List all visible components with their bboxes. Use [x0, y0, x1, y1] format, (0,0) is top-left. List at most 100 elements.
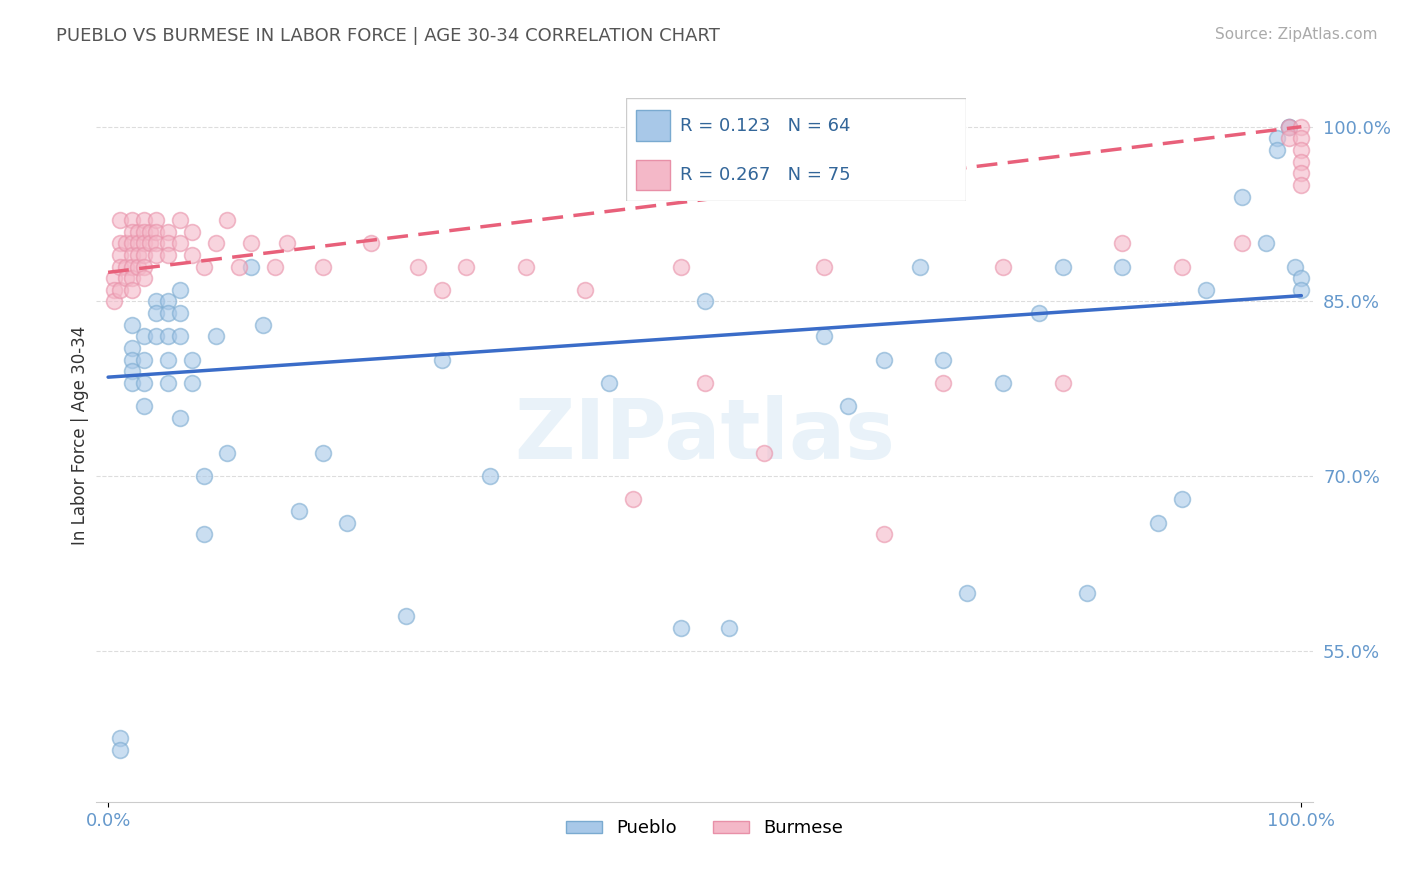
Point — [132, 376, 155, 390]
Point — [1291, 283, 1313, 297]
Point — [932, 376, 955, 390]
Text: Source: ZipAtlas.com: Source: ZipAtlas.com — [1215, 27, 1378, 42]
Point — [108, 213, 131, 227]
Point — [169, 329, 191, 343]
Point — [1052, 376, 1074, 390]
Point — [1230, 189, 1253, 203]
Point — [1291, 120, 1313, 134]
Point — [478, 469, 501, 483]
Point — [103, 283, 125, 297]
Point — [145, 294, 167, 309]
Point — [121, 225, 143, 239]
Point — [121, 318, 143, 332]
Text: ZIPatlas: ZIPatlas — [515, 395, 896, 476]
Point — [432, 352, 454, 367]
Point — [1254, 236, 1277, 251]
Point — [132, 260, 155, 274]
Point — [217, 213, 239, 227]
Point — [813, 329, 835, 343]
Point — [121, 364, 143, 378]
Point — [132, 213, 155, 227]
Point — [693, 294, 716, 309]
Point — [156, 225, 179, 239]
Point — [1278, 120, 1301, 134]
Point — [1291, 154, 1313, 169]
Point — [193, 527, 215, 541]
Point — [1028, 306, 1050, 320]
Point — [156, 376, 179, 390]
Point — [264, 260, 287, 274]
Point — [115, 236, 138, 251]
Point — [127, 225, 149, 239]
Y-axis label: In Labor Force | Age 30-34: In Labor Force | Age 30-34 — [72, 326, 89, 545]
Point — [115, 271, 138, 285]
Point — [204, 236, 226, 251]
Point — [115, 260, 138, 274]
Point — [204, 329, 226, 343]
Point — [991, 376, 1014, 390]
Point — [127, 260, 149, 274]
Point — [1230, 236, 1253, 251]
Point — [145, 225, 167, 239]
Point — [121, 341, 143, 355]
Text: PUEBLO VS BURMESE IN LABOR FORCE | AGE 30-34 CORRELATION CHART: PUEBLO VS BURMESE IN LABOR FORCE | AGE 3… — [56, 27, 720, 45]
Point — [1147, 516, 1170, 530]
Point — [276, 236, 298, 251]
Point — [1291, 166, 1313, 180]
Point — [717, 621, 740, 635]
Point — [180, 352, 202, 367]
Point — [932, 352, 955, 367]
Point — [121, 236, 143, 251]
Point — [1291, 131, 1313, 145]
Point — [1195, 283, 1218, 297]
Point — [252, 318, 274, 332]
Point — [132, 271, 155, 285]
Point — [121, 352, 143, 367]
Point — [240, 236, 263, 251]
Point — [669, 260, 692, 274]
Point — [103, 271, 125, 285]
Point — [121, 271, 143, 285]
Point — [1278, 120, 1301, 134]
Point — [395, 608, 418, 623]
Point — [103, 294, 125, 309]
Point — [693, 376, 716, 390]
Point — [156, 306, 179, 320]
Point — [108, 248, 131, 262]
Point — [145, 306, 167, 320]
Point — [1171, 492, 1194, 507]
Point — [132, 236, 155, 251]
Point — [515, 260, 537, 274]
Point — [312, 260, 335, 274]
Point — [1291, 143, 1313, 157]
Point — [132, 225, 155, 239]
Point — [288, 504, 311, 518]
Point — [145, 213, 167, 227]
Point — [908, 260, 931, 274]
Point — [193, 260, 215, 274]
Point — [108, 260, 131, 274]
Point — [598, 376, 620, 390]
Point — [132, 399, 155, 413]
Point — [108, 731, 131, 746]
Point — [1171, 260, 1194, 274]
Point — [873, 527, 896, 541]
Point — [121, 248, 143, 262]
Point — [193, 469, 215, 483]
Point — [108, 236, 131, 251]
Point — [873, 352, 896, 367]
Point — [669, 621, 692, 635]
Point — [336, 516, 359, 530]
Point — [1052, 260, 1074, 274]
Point — [1267, 143, 1289, 157]
Point — [1284, 260, 1306, 274]
Point — [139, 225, 162, 239]
Point — [240, 260, 263, 274]
Point — [360, 236, 382, 251]
Point — [145, 236, 167, 251]
Point — [312, 446, 335, 460]
Point — [180, 225, 202, 239]
Point — [169, 283, 191, 297]
Point — [132, 352, 155, 367]
Point — [169, 306, 191, 320]
